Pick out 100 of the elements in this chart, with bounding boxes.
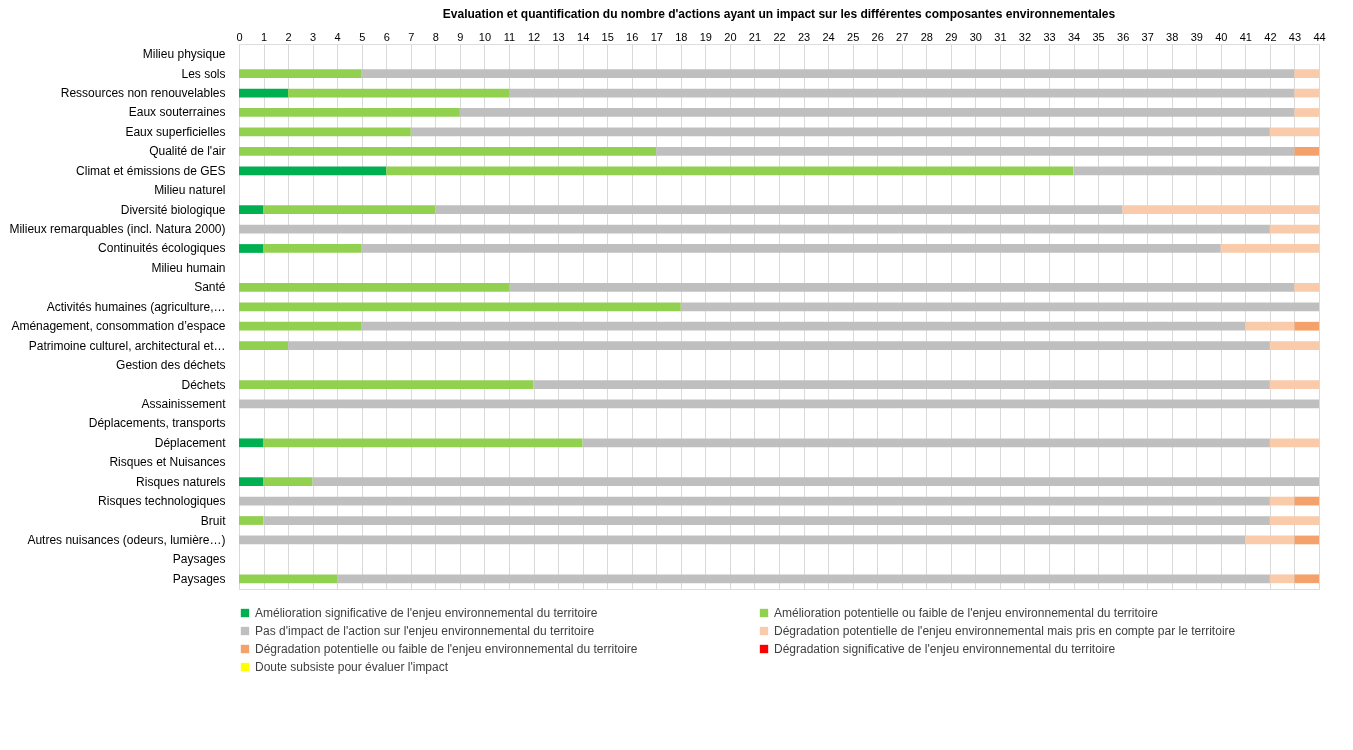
x-tick-label: 20: [724, 30, 737, 43]
bar: [1294, 108, 1319, 117]
y-tick-label: Patrimoine culturel, architectural et…: [28, 338, 226, 353]
bar: [337, 574, 1270, 584]
x-tick-label: 1: [260, 30, 268, 43]
y-tick-label: Bruit: [200, 513, 227, 528]
bar: [312, 477, 1319, 487]
y-tick-label: Risques et Nuisances: [109, 455, 226, 470]
bar: [239, 108, 460, 117]
y-tick-label: Santé: [194, 280, 226, 295]
bar: [509, 282, 1295, 292]
y-tick-label: Milieux remarquables (incl. Natura 2000): [9, 222, 226, 237]
x-tick-label: 0: [236, 30, 243, 43]
x-tick-label: 31: [994, 30, 1007, 43]
x-tick-label: 13: [552, 30, 565, 43]
bar: [1073, 166, 1319, 176]
x-tick-label: 28: [920, 30, 933, 43]
bar: [239, 127, 411, 137]
bar: [288, 341, 1270, 351]
y-tick-label: Diversité biologique: [120, 202, 226, 217]
x-tick-label: 44: [1313, 30, 1326, 43]
bar: [239, 88, 289, 98]
x-tick-label: 43: [1288, 30, 1302, 43]
bar: [1269, 380, 1319, 389]
bar: [1269, 224, 1319, 234]
bar: [239, 321, 362, 331]
bar: [459, 108, 1295, 117]
x-tick-label: 18: [675, 30, 688, 43]
bar: [288, 88, 509, 98]
bar: [239, 282, 509, 292]
x-tick-label: 30: [969, 30, 982, 43]
bar: [239, 69, 362, 78]
x-tick-label: 11: [503, 30, 516, 43]
x-tick-label: 15: [601, 30, 614, 43]
bar: [239, 574, 338, 584]
x-tick-label: 40: [1215, 30, 1228, 43]
legend-label: Dégradation potentielle de l'enjeu environnemental mais pris en compte par le territoire: [774, 624, 1236, 638]
y-tick-label: Risques technologiques: [98, 494, 226, 509]
bar: [239, 380, 534, 389]
bar: [509, 88, 1295, 98]
bar: [239, 166, 387, 176]
bar: [582, 438, 1270, 448]
x-tick-label: 21: [748, 30, 762, 43]
chart-title: Evaluation et quantification du nombre d'actions ayant un impact sur les différentes composantes environnementales: [442, 7, 1116, 21]
x-tick-label: 24: [822, 30, 835, 43]
x-tick-label: 26: [871, 30, 884, 43]
legend-label: Dégradation significative de l'enjeu environnemental du territoire: [774, 642, 1116, 656]
x-tick-label: 38: [1166, 30, 1179, 43]
bar: [239, 438, 264, 448]
y-tick-label: Gestion des déchets: [116, 358, 226, 373]
bar: [1294, 574, 1319, 584]
y-tick-label: Autres nuisances (odeurs, lumière…): [27, 532, 226, 547]
bar: [1294, 146, 1319, 156]
x-tick-label: 16: [626, 30, 639, 43]
x-tick-label: 4: [334, 30, 341, 43]
bar: [239, 477, 264, 487]
x-tick-label: 41: [1239, 30, 1252, 43]
bar: [239, 146, 657, 156]
y-tick-label: Les sols: [181, 66, 226, 81]
bar: [239, 224, 1270, 234]
y-tick-label: Qualité de l'air: [149, 144, 226, 159]
bar: [239, 244, 264, 253]
bar: [1122, 205, 1319, 215]
bar: [239, 535, 1246, 545]
bar: [263, 205, 436, 215]
bar: [1269, 574, 1295, 584]
bar: [361, 244, 1221, 253]
bar: [263, 438, 583, 448]
legend-label: Pas d'impact de l'action sur l'enjeu environnemental du territoire: [255, 624, 595, 638]
y-tick-label: Déchets: [181, 377, 226, 392]
x-tick-label: 23: [797, 30, 811, 43]
bar: [239, 302, 681, 312]
x-tick-label: 36: [1117, 30, 1130, 43]
bar: [263, 477, 313, 487]
legend-label: Dégradation potentielle ou faible de l'enjeu environnemental du territoire: [255, 642, 638, 656]
bar: [1294, 496, 1319, 506]
bar: [1269, 341, 1319, 351]
y-tick-label: Paysages: [172, 552, 226, 567]
x-tick-label: 2: [285, 30, 292, 43]
x-tick-label: 10: [478, 30, 492, 43]
y-tick-label: Déplacement: [154, 435, 227, 450]
legend-label: Doute subsiste pour évaluer l'impact: [255, 660, 449, 674]
bar: [435, 205, 1123, 215]
x-tick-label: 5: [359, 30, 366, 43]
x-tick-label: 34: [1067, 30, 1081, 43]
x-tick-label: 3: [310, 30, 317, 43]
y-tick-label: Aménagement, consommation d’espace: [11, 319, 226, 334]
bar: [239, 399, 1319, 409]
x-tick-label: 32: [1018, 30, 1032, 43]
bar: [361, 321, 1246, 331]
bar: [263, 516, 1270, 525]
bar: [361, 69, 1295, 78]
x-tick-label: 9: [457, 30, 464, 43]
bar: [1245, 535, 1295, 545]
bar: [386, 166, 1074, 176]
y-tick-label: Milieu humain: [151, 260, 226, 275]
bar: [1294, 88, 1319, 98]
y-tick-label: Risques naturels: [136, 474, 226, 489]
bar: [239, 341, 289, 351]
bar: [1269, 127, 1319, 137]
